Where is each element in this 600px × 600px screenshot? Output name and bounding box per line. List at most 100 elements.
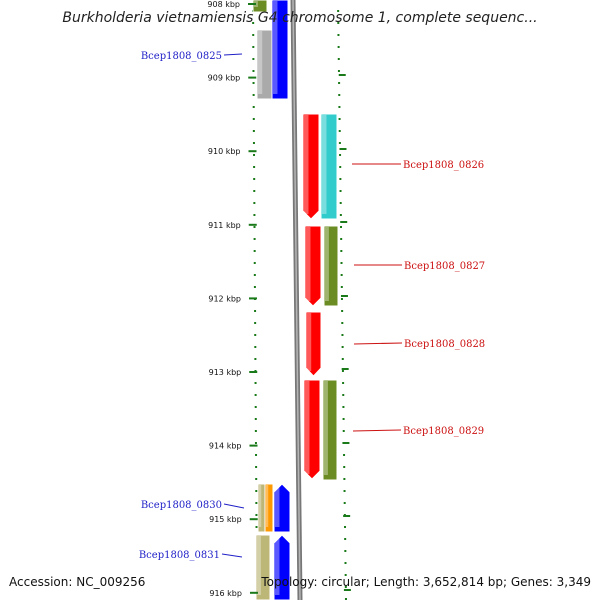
gene-label-text: Bcep1808_0825	[141, 51, 222, 62]
guide-dot	[254, 418, 257, 420]
cds-bcep1808-0831-shine	[275, 536, 280, 595]
guide-dot	[339, 166, 342, 168]
scale-layer: 908 kbp 909 kbp 910 kbp 911 kbp 912 kbp 913 k…	[207, 0, 258, 598]
backbone-highlight	[292, 0, 301, 600]
accession-text: Accession: NC_009256	[9, 575, 146, 589]
scale-tick	[248, 297, 257, 300]
outer-ring-dashes	[338, 74, 351, 591]
scale-tick-label: 915 kbp	[209, 515, 242, 524]
scale-tick	[249, 591, 258, 594]
scale-tick-label: 914 kbp	[209, 442, 242, 451]
cds-bcep1808-0827	[304, 225, 322, 307]
guide-dot	[343, 454, 346, 456]
guide-dot	[255, 514, 258, 516]
guide-dot	[340, 250, 343, 252]
guide-dot	[337, 34, 340, 36]
cds-bcep1808-0827-shine	[306, 227, 311, 301]
guide-dot	[252, 58, 255, 60]
guide-dot	[253, 250, 256, 252]
guide-dot	[344, 526, 347, 528]
cds-bcep1808-0825-shine	[273, 1, 278, 94]
guide-dot	[341, 370, 344, 372]
guide-dot	[253, 154, 256, 156]
olive-feature-0829	[322, 379, 338, 481]
olive-feature-0827	[323, 225, 339, 307]
guide-dot	[252, 82, 255, 84]
scale-tick	[248, 223, 257, 226]
cds-bcep1808-0829-shine	[305, 381, 310, 474]
guide-dot	[255, 490, 258, 492]
outer-dash	[342, 442, 350, 444]
cds-bcep1808-0829-body	[303, 379, 321, 480]
guide-dot	[338, 142, 341, 144]
guide-dot	[337, 46, 340, 48]
cds-bcep1808-0828	[305, 311, 322, 377]
cds-bcep1808-0826-body	[302, 113, 320, 220]
guide-dot	[339, 202, 342, 204]
cds-bcep1808-0830-body	[273, 483, 291, 533]
guide-dot	[253, 262, 256, 264]
guide-dot	[252, 94, 255, 96]
gray-feature-0825	[256, 29, 273, 100]
scale-tick-label: 916 kbp	[209, 589, 242, 598]
guide-dot	[343, 490, 346, 492]
guide-dot	[253, 274, 256, 276]
guide-dot	[344, 586, 347, 588]
gene-label-bcep1808-0825: Bcep1808_0825	[141, 51, 243, 62]
guide-dot	[254, 322, 257, 324]
guide-dot	[254, 430, 257, 432]
outer-dotted-ring	[337, 10, 347, 600]
guide-dot	[341, 346, 344, 348]
guide-dot	[340, 286, 343, 288]
gene-label-text: Bcep1808_0826	[403, 160, 484, 171]
guide-dot	[344, 598, 347, 600]
guide-dot	[341, 334, 344, 336]
guide-dot	[338, 106, 341, 108]
top-olive-feature-body	[252, 0, 268, 13]
guide-dot	[337, 70, 340, 72]
scale-tick	[249, 371, 258, 373]
tan-feature-0830-shine	[259, 485, 262, 527]
cds-bcep1808-0830-shine	[275, 485, 280, 527]
scale-tick	[248, 76, 257, 79]
outer-dash	[340, 295, 348, 297]
gene-label-connector	[353, 342, 403, 345]
guide-dot	[340, 274, 343, 276]
scale-tick-label: 910 kbp	[208, 147, 241, 156]
scale-tick-label: 911 kbp	[208, 221, 241, 230]
guide-dot	[341, 310, 344, 312]
gene-label-bcep1808-0827: Bcep1808_0827	[354, 261, 485, 272]
guide-dot	[338, 118, 341, 120]
guide-dot	[337, 58, 340, 60]
gene-label-bcep1808-0830: Bcep1808_0830	[141, 500, 245, 511]
gene-label-bcep1808-0826: Bcep1808_0826	[352, 160, 484, 171]
guide-dot	[343, 466, 346, 468]
guide-dot	[339, 178, 342, 180]
outer-dash	[338, 74, 346, 76]
olive-feature-0827-body	[323, 225, 339, 307]
gene-label-text: Bcep1808_0830	[141, 500, 222, 511]
scale-tick	[249, 444, 258, 447]
guide-dot	[252, 46, 255, 48]
guide-dot	[338, 82, 341, 84]
guide-dot	[255, 454, 258, 456]
cyan-feature-0826-body	[320, 113, 338, 220]
cds-bcep1808-0829	[303, 379, 321, 480]
guide-dot	[254, 334, 257, 336]
cds-bcep1808-0825-body	[271, 0, 289, 100]
gene-label-connector	[221, 553, 243, 558]
guide-dot	[255, 502, 258, 504]
feature-layer	[252, 0, 339, 600]
background-layer	[252, 0, 351, 600]
guide-dot	[252, 142, 255, 144]
cyan-feature-0826	[320, 113, 338, 220]
guide-dot	[255, 478, 258, 480]
guide-dot	[339, 190, 342, 192]
scale-tick-label: 913 kbp	[209, 368, 242, 377]
guide-dot	[340, 226, 343, 228]
olive-feature-0829-shine	[324, 381, 328, 475]
guide-dot	[342, 382, 345, 384]
cds-bcep1808-0831	[273, 534, 291, 600]
guide-dot	[253, 202, 256, 204]
olive-feature-0829-body	[322, 379, 338, 481]
